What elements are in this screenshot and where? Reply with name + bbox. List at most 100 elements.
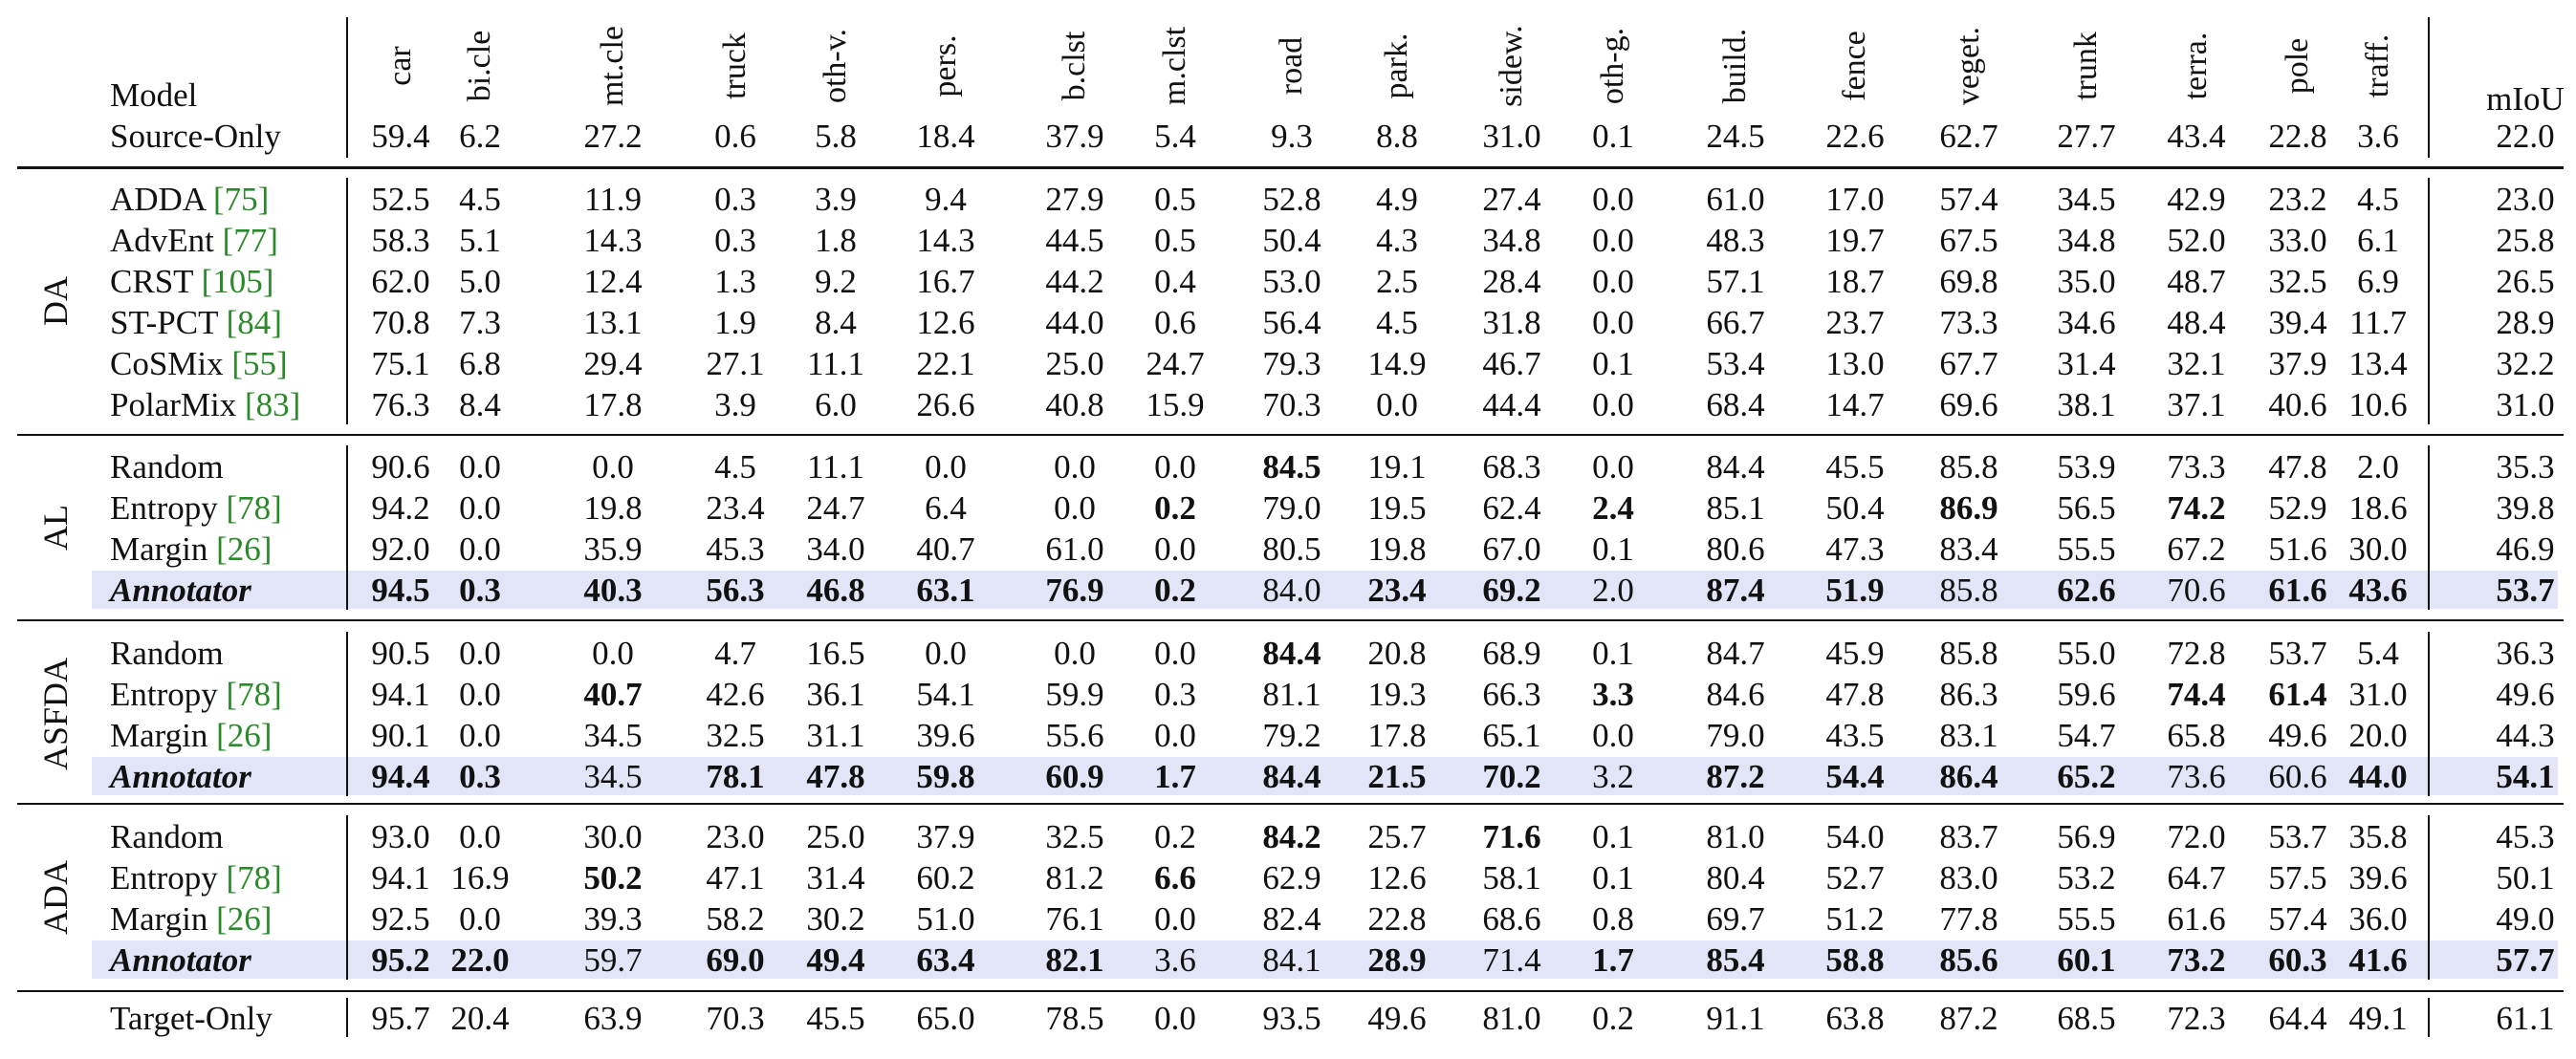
- group-asfda-row-2-cell-15: 54.7: [2057, 717, 2116, 754]
- group-asfda-row-2-cell-1: 0.0: [459, 717, 501, 754]
- vrule-right-da: [2428, 178, 2430, 424]
- group-asfda-row-0-cell-14: 85.8: [1939, 635, 1998, 672]
- group-ada-row-2-citation[interactable]: [26]: [207, 900, 273, 938]
- group-da-row-2-cell-18: 6.9: [2357, 263, 2399, 300]
- vrule-left-header: [346, 17, 348, 158]
- group-da-row-5-cell-14: 69.6: [1939, 386, 1998, 423]
- group-ada-row-1-cell-4: 31.4: [806, 859, 865, 897]
- group-asfda-row-2-cell-0: 90.1: [371, 717, 430, 754]
- group-al-row-3-cell-14: 85.8: [1939, 572, 1998, 609]
- column-header-17: pole: [2280, 37, 2315, 95]
- group-da-row-1-name-text: AdvEnt: [110, 222, 214, 259]
- target-only-cell-16: 72.3: [2167, 1000, 2226, 1037]
- group-al-row-3-name: Annotator: [110, 570, 251, 612]
- group-asfda-row-0-cell-6: 0.0: [1054, 635, 1096, 672]
- group-da-row-5-cell-8: 70.3: [1262, 386, 1321, 423]
- group-al-row-0-name-text: Random: [110, 448, 224, 486]
- group-al-row-2-citation[interactable]: [26]: [207, 530, 273, 568]
- column-header-18: traff.: [2360, 33, 2395, 98]
- group-al-row-0-cell-6: 0.0: [1054, 448, 1096, 486]
- group-da-row-1-citation[interactable]: [77]: [213, 222, 278, 259]
- target-only-cell-10: 81.0: [1482, 1000, 1541, 1037]
- group-da-row-0-cell-14: 57.4: [1939, 181, 1998, 218]
- group-da-row-2-citation[interactable]: [105]: [192, 263, 274, 300]
- group-da-row-2-cell-17: 32.5: [2268, 263, 2327, 300]
- group-ada-row-1-cell-2: 50.2: [583, 859, 643, 897]
- column-header-16: terra.: [2178, 32, 2214, 100]
- source-only-cell-2: 27.2: [583, 118, 643, 155]
- group-al-row-3-cell-17: 61.6: [2268, 572, 2327, 609]
- column-header-5: pers.: [928, 34, 963, 97]
- group-da-row-0-cell-3: 0.3: [714, 181, 756, 218]
- group-ada-row-3-cell-11: 1.7: [1592, 941, 1634, 979]
- group-ada-row-3-cell-15: 60.1: [2057, 941, 2116, 979]
- group-asfda-row-0-cell-18: 5.4: [2357, 635, 2399, 672]
- vrule-left-ada: [346, 815, 348, 980]
- group-da-row-0-name-text: ADDA: [110, 181, 206, 218]
- group-al-row-1-citation[interactable]: [78]: [217, 489, 282, 527]
- group-al-row-3-cell-3: 56.3: [706, 572, 765, 609]
- source-only-cell-17: 22.8: [2268, 118, 2327, 155]
- group-da-row-1-cell-7: 0.5: [1154, 222, 1196, 259]
- group-da-row-1-cell-10: 34.8: [1482, 222, 1541, 259]
- group-da-row-4-cell-15: 31.4: [2057, 345, 2116, 382]
- group-ada-row-0-cell-7: 0.2: [1154, 818, 1196, 855]
- group-ada-row-0-miou: 45.3: [2496, 818, 2555, 855]
- group-al-row-2-cell-8: 80.5: [1262, 530, 1321, 568]
- group-ada-row-1-citation[interactable]: [78]: [217, 859, 282, 897]
- group-al-row-2-miou: 46.9: [2496, 530, 2555, 568]
- group-al-row-2-cell-3: 45.3: [706, 530, 765, 568]
- group-al-row-1-cell-17: 52.9: [2268, 489, 2327, 527]
- group-asfda-row-2-cell-16: 65.8: [2167, 717, 2226, 754]
- group-ada-row-2-cell-2: 39.3: [583, 900, 643, 938]
- group-asfda-row-1-cell-8: 81.1: [1262, 676, 1321, 713]
- group-da-row-2-cell-10: 28.4: [1482, 263, 1541, 300]
- group-asfda-row-0-cell-0: 90.5: [371, 635, 430, 672]
- group-al-row-3-cell-2: 40.3: [583, 572, 643, 609]
- group-da-row-3-citation[interactable]: [84]: [217, 304, 282, 341]
- group-asfda-row-0-cell-7: 0.0: [1154, 635, 1196, 672]
- group-asfda-row-1-cell-14: 86.3: [1939, 676, 1998, 713]
- group-da-row-2-cell-0: 62.0: [371, 263, 430, 300]
- group-da-row-1-cell-13: 19.7: [1825, 222, 1885, 259]
- group-da-row-2-cell-7: 0.4: [1154, 263, 1196, 300]
- group-da-row-4-citation[interactable]: [55]: [223, 345, 288, 382]
- group-da-row-0-cell-10: 27.4: [1482, 181, 1541, 218]
- group-al-row-1-cell-16: 74.2: [2167, 489, 2226, 527]
- group-asfda-row-1-cell-11: 3.3: [1592, 676, 1634, 713]
- group-ada-row-1-cell-6: 81.2: [1045, 859, 1104, 897]
- target-only-cell-5: 65.0: [916, 1000, 975, 1037]
- group-da-row-5-cell-9: 0.0: [1376, 386, 1418, 423]
- column-header-0: car: [382, 46, 418, 86]
- group-ada-row-2-cell-5: 51.0: [916, 900, 975, 938]
- group-ada-row-2-cell-8: 82.4: [1262, 900, 1321, 938]
- group-ada-row-0-cell-18: 35.8: [2348, 818, 2408, 855]
- group-al-row-2-name: Margin [26]: [110, 529, 272, 571]
- group-asfda-row-0-cell-5: 0.0: [925, 635, 967, 672]
- group-asfda-row-3-cell-0: 94.4: [371, 758, 430, 795]
- group-al-row-2-cell-13: 47.3: [1825, 530, 1885, 568]
- group-ada-row-1-cell-0: 94.1: [371, 859, 430, 897]
- group-al-row-3-cell-9: 23.4: [1367, 572, 1427, 609]
- group-asfda-row-2-cell-3: 32.5: [706, 717, 765, 754]
- group-asfda-row-2-cell-17: 49.6: [2268, 717, 2327, 754]
- group-ada-row-0-cell-13: 54.0: [1825, 818, 1885, 855]
- group-ada-row-0-cell-11: 0.1: [1592, 818, 1634, 855]
- group-al-row-2-cell-2: 35.9: [583, 530, 643, 568]
- group-asfda-row-1-cell-9: 19.3: [1367, 676, 1427, 713]
- group-al-row-1-name-text: Entropy: [110, 489, 218, 527]
- group-da-row-0-citation[interactable]: [75]: [205, 181, 270, 218]
- group-al-row-1-cell-9: 19.5: [1367, 489, 1427, 527]
- group-asfda-row-3-cell-16: 73.6: [2167, 758, 2226, 795]
- group-ada-row-1-cell-16: 64.7: [2167, 859, 2226, 897]
- group-asfda-row-2-citation[interactable]: [26]: [207, 717, 273, 754]
- group-da-row-5-citation[interactable]: [83]: [236, 386, 301, 423]
- group-ada-row-3-cell-8: 84.1: [1262, 941, 1321, 979]
- group-da-row-5-cell-15: 38.1: [2057, 386, 2116, 423]
- group-da-row-2-cell-1: 5.0: [459, 263, 501, 300]
- group-asfda-row-2-cell-5: 39.6: [916, 717, 975, 754]
- target-only-cell-15: 68.5: [2057, 1000, 2116, 1037]
- group-asfda-row-1-citation[interactable]: [78]: [217, 676, 282, 713]
- group-da-row-3-cell-2: 13.1: [583, 304, 643, 341]
- group-da-row-3-cell-13: 23.7: [1825, 304, 1885, 341]
